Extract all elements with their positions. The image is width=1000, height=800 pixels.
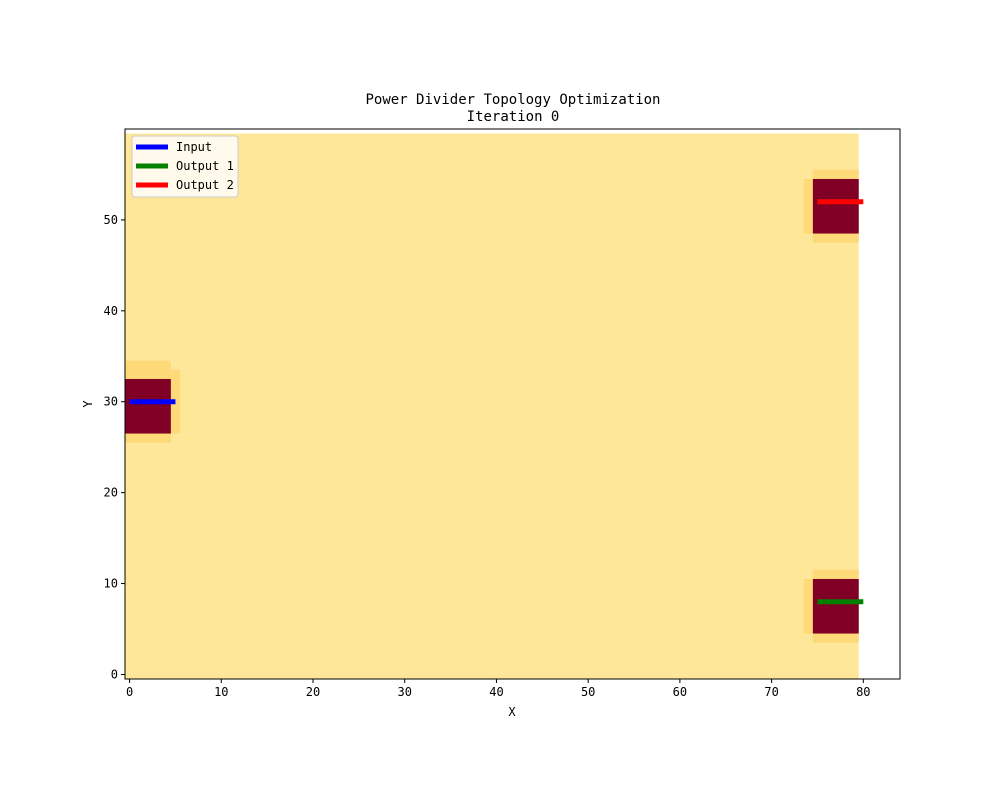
y-axis-ticks: 0 10 20 30 40 50	[104, 213, 125, 681]
y-tick-label: 40	[104, 304, 118, 318]
legend-label: Output 1	[176, 159, 234, 173]
heatmap-region-output2-port-halo-edge	[803, 179, 813, 234]
y-axis-label: Y	[81, 400, 95, 408]
axes-frame	[124, 128, 901, 680]
x-tick-label: 40	[489, 685, 503, 699]
x-axis-ticks: 0 10 20 30 40 50 60 70 80	[126, 679, 871, 699]
heatmap-region-output1-port-halo-edge	[803, 579, 813, 634]
heatmap-background	[125, 133, 859, 679]
y-tick-label: 50	[104, 213, 118, 227]
legend-entries: Input Output 1 Output 2	[136, 140, 234, 192]
x-axis-label: X	[508, 705, 516, 719]
y-tick-label: 30	[104, 395, 118, 409]
x-tick-label: 60	[673, 685, 687, 699]
legend-box	[131, 135, 239, 198]
legend-label: Output 2	[176, 178, 234, 192]
heatmap-region-input-port-solid	[125, 379, 171, 434]
x-tick-label: 70	[764, 685, 778, 699]
y-tick-label: 20	[104, 486, 118, 500]
y-tick-label: 10	[104, 577, 118, 591]
heatmap-region-output2-port-solid	[812, 179, 859, 234]
chart-title: Power Divider Topology Optimization	[365, 92, 660, 108]
x-tick-label: 20	[306, 685, 320, 699]
x-tick-label: 0	[126, 685, 133, 699]
x-tick-label: 80	[856, 685, 870, 699]
chart-subtitle: Iteration 0	[467, 109, 560, 125]
density-heatmap	[125, 133, 859, 679]
legend: Input Output 1 Output 2	[131, 135, 239, 198]
x-tick-label: 30	[398, 685, 412, 699]
heatmap-region-output1-port-solid	[812, 579, 859, 634]
legend-label: Input	[176, 140, 212, 154]
y-tick-label: 0	[111, 667, 118, 681]
x-tick-label: 50	[581, 685, 595, 699]
port-lines	[129, 199, 864, 605]
x-tick-label: 10	[214, 685, 228, 699]
